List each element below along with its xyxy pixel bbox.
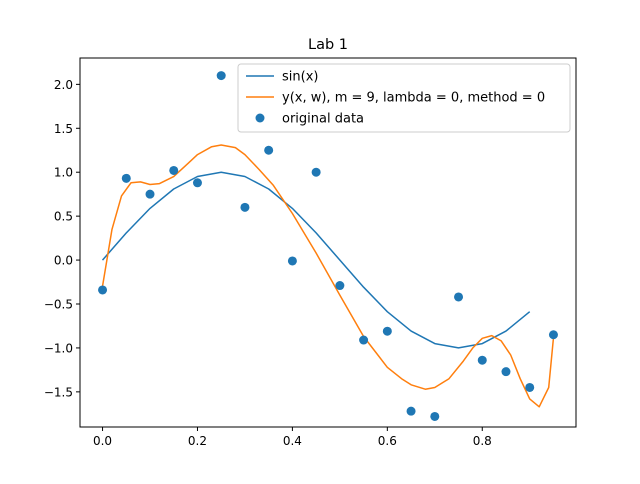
data-point	[98, 285, 108, 295]
y-tick-label: 1.5	[54, 122, 73, 136]
data-point	[525, 382, 535, 392]
y-tick-label: 0.5	[54, 210, 73, 224]
data-point	[382, 326, 392, 336]
data-point	[192, 178, 202, 188]
data-point	[287, 256, 297, 266]
data-point	[216, 71, 226, 81]
data-point	[121, 173, 131, 183]
legend-marker-data	[255, 113, 265, 123]
data-point	[335, 281, 345, 291]
data-point	[406, 406, 416, 416]
y-tick-label: −1.5	[44, 385, 73, 399]
y-axis: −1.5 −1.0 −0.5 0.0 0.5 1.0 1.5 2.0	[44, 78, 80, 399]
legend-label-fit: y(x, w), m = 9, lambda = 0, method = 0	[282, 91, 545, 106]
data-point	[311, 167, 321, 177]
data-point	[359, 335, 369, 345]
y-tick-label: −1.0	[44, 341, 73, 355]
x-tick-label: 0.0	[93, 434, 112, 448]
data-point	[454, 292, 464, 302]
data-point	[264, 145, 274, 155]
data-point	[169, 165, 179, 175]
data-point	[477, 355, 487, 365]
chart-title: Lab 1	[308, 37, 348, 53]
x-tick-label: 0.4	[283, 434, 302, 448]
data-point	[430, 411, 440, 421]
x-tick-label: 0.8	[473, 434, 492, 448]
y-tick-label: −0.5	[44, 298, 73, 312]
series-layer	[98, 71, 558, 421]
plot-area: 0.0 0.2 0.4 0.6 0.8 −1.5 −1.0 −0.5 0.0 0.5 1.0 1.5…	[44, 57, 577, 448]
x-tick-label: 0.6	[378, 434, 397, 448]
data-point	[501, 367, 511, 377]
legend: sin(x) y(x, w), m = 9, lambda = 0, metho…	[237, 63, 571, 133]
y-tick-label: 2.0	[54, 78, 73, 92]
data-point	[548, 330, 558, 340]
plot-frame	[79, 57, 577, 428]
legend-label-sin: sin(x)	[282, 70, 318, 85]
series-line-1	[101, 144, 555, 408]
legend-box	[237, 63, 571, 133]
series-line-0	[101, 171, 531, 349]
legend-label-data: original data	[282, 112, 364, 127]
x-tick-label: 0.2	[188, 434, 207, 448]
data-point	[145, 189, 155, 199]
y-tick-label: 0.0	[54, 254, 73, 268]
data-point	[240, 202, 250, 212]
x-axis: 0.0 0.2 0.4 0.6 0.8	[93, 427, 492, 448]
y-tick-label: 1.0	[54, 166, 73, 180]
